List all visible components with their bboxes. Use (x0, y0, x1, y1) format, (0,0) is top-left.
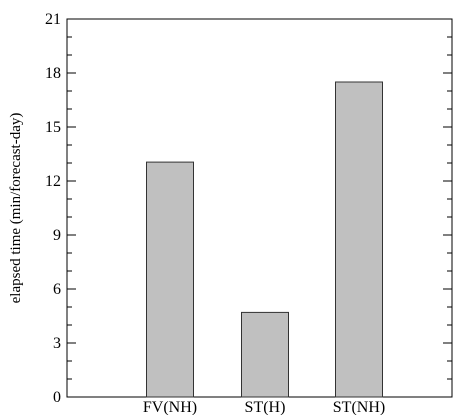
x-tick-label: ST(H) (245, 399, 286, 415)
bar (335, 81, 383, 398)
y-tick-label: 12 (45, 173, 61, 190)
bars (146, 81, 383, 398)
y-tick-label: 6 (53, 281, 61, 298)
y-tick-label: 3 (53, 335, 61, 352)
y-axis-label: elapsed time (min/forecast-day) (8, 113, 24, 304)
y-tick-label: 21 (45, 11, 61, 28)
y-tick-label: 15 (45, 119, 61, 136)
x-tick-label: ST(NH) (333, 399, 385, 415)
y-tick-label: 9 (53, 227, 61, 244)
tick-labels: 0 3 6 9 12 15 18 21 FV(NH) ST(H) ST(NH) (45, 11, 385, 415)
y-tick-label: 0 (53, 389, 61, 406)
x-tick-label: FV(NH) (143, 399, 197, 415)
y-tick-label: 18 (45, 65, 61, 82)
bar (146, 161, 194, 398)
bar (241, 311, 289, 398)
